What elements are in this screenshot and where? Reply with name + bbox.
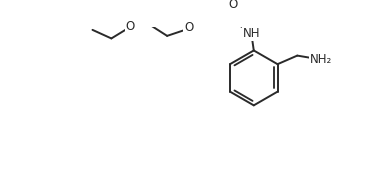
Text: O: O bbox=[184, 21, 193, 34]
Text: O: O bbox=[126, 20, 135, 33]
Text: O: O bbox=[228, 0, 238, 11]
Text: NH₂: NH₂ bbox=[310, 53, 333, 66]
Text: NH: NH bbox=[243, 27, 261, 40]
